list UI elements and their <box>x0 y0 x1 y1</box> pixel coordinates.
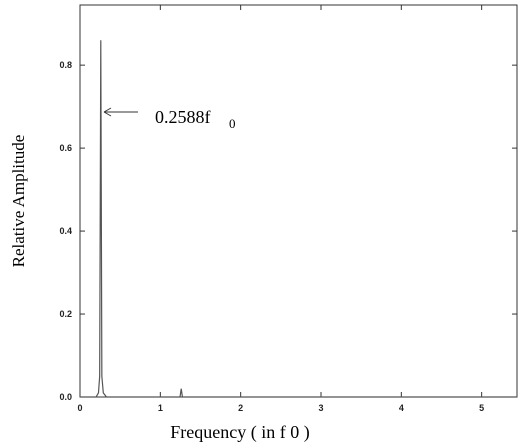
y-axis-label: Relative Amplitude <box>9 135 28 268</box>
annotation-subscript: 0 <box>229 116 236 131</box>
y-tick-label: 0.0 <box>59 392 72 402</box>
y-tick-label: 0.4 <box>59 226 72 236</box>
plot-frame <box>79 4 518 398</box>
y-tick-label: 0.8 <box>59 60 72 70</box>
x-tick-label: 2 <box>238 403 243 413</box>
x-tick-label: 1 <box>158 403 163 413</box>
x-tick-label: 3 <box>318 403 323 413</box>
annotation-arrowhead <box>103 107 112 117</box>
y-tick-label: 0.2 <box>59 309 72 319</box>
x-tick-label: 4 <box>399 403 404 413</box>
x-tick-label: 0 <box>77 403 82 413</box>
annotation-text: 0.2588f <box>155 107 211 127</box>
spectrum-line <box>80 40 517 398</box>
y-tick-label: 0.6 <box>59 143 72 153</box>
x-axis-label: Frequency ( in f 0 ) <box>170 422 309 443</box>
x-tick-label: 5 <box>479 403 484 413</box>
